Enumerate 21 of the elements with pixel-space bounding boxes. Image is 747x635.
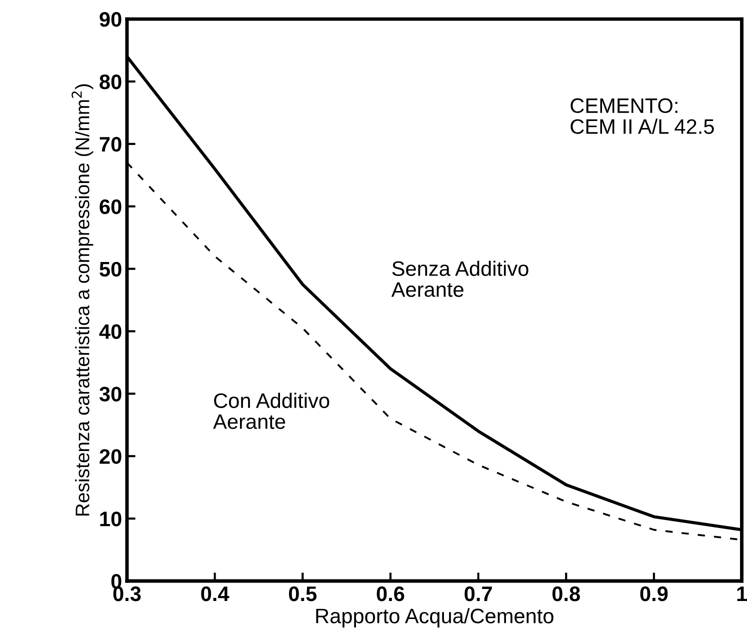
y-tick-label: 80: [100, 74, 122, 90]
x-tick-label: 0.5: [288, 586, 317, 602]
text: Senza Additivo Aerante: [391, 260, 528, 297]
y-tick-label: 30: [99, 386, 122, 402]
x-tick-label: 0.8: [552, 586, 580, 602]
x-tick-label: 0.7: [464, 586, 492, 602]
y-axis-title: Resistenza caratteristica a compressione (N/mm$^{2}$): [72, 84, 94, 516]
x-tick-label: 0.4: [201, 586, 230, 602]
y-tick-label: 40: [99, 324, 122, 340]
y-tick-label: 60: [100, 199, 122, 214]
x-tick-label: 1: [737, 586, 747, 601]
y-tick-label: 90: [100, 12, 122, 27]
series-label: Con Additivo Aerante: [213, 392, 330, 429]
x-tick-label: 0.6: [376, 586, 404, 602]
y-tick-label: 10: [100, 512, 122, 526]
annotation: CEMENTO: CEM II A/L 42.5: [570, 98, 714, 134]
y-tick-label: 50: [100, 262, 122, 277]
y-tick-label: 20: [100, 449, 122, 464]
y-tick-label: 70: [100, 136, 122, 152]
x-axis-title: Rapporto Acqua/Cemento: [316, 608, 554, 628]
x-tick-label: 0.9: [640, 586, 668, 602]
